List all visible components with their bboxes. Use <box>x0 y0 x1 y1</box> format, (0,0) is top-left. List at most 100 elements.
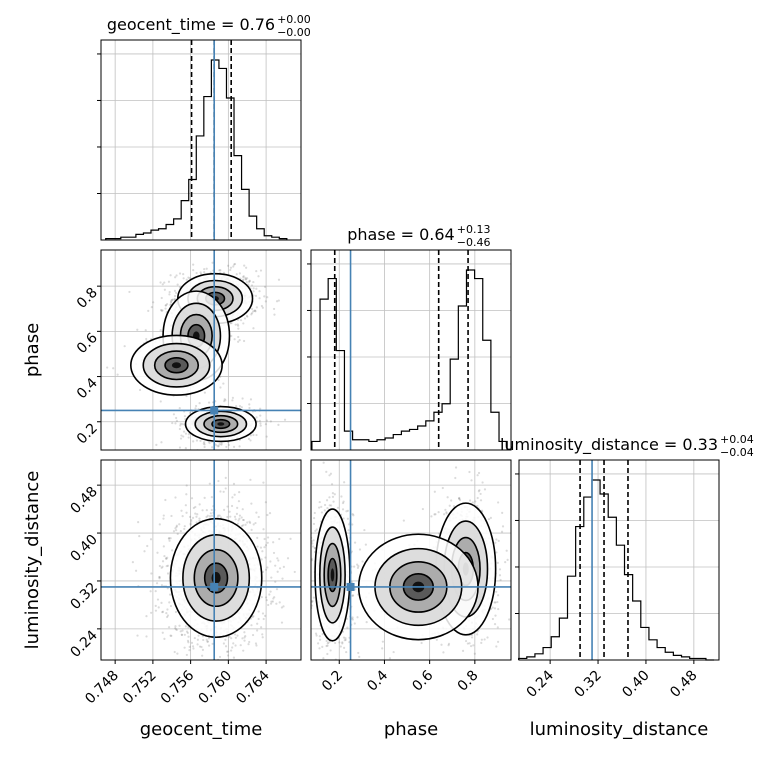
sample-point <box>147 309 150 312</box>
sample-point <box>478 489 481 492</box>
sample-point <box>333 493 336 496</box>
sample-point <box>274 564 277 567</box>
sample-point <box>165 303 169 306</box>
sample-point <box>477 661 479 663</box>
sample-point <box>238 405 242 408</box>
sample-point <box>497 539 500 542</box>
sample-point <box>305 620 307 622</box>
sample-point <box>252 433 255 437</box>
sample-point <box>318 500 321 504</box>
sample-point <box>462 453 464 455</box>
sample-point <box>207 401 211 404</box>
sample-point <box>262 528 265 531</box>
sample-point <box>304 604 306 606</box>
sample-point <box>236 506 239 509</box>
sample-point <box>150 572 153 575</box>
sample-point <box>203 496 206 499</box>
sample-point <box>443 663 445 665</box>
sample-point <box>187 276 190 279</box>
sample-point <box>520 555 522 557</box>
sample-point <box>266 296 269 299</box>
sample-point <box>237 335 240 339</box>
sample-point <box>208 482 211 485</box>
sample-point <box>250 313 253 316</box>
sample-point <box>244 276 247 279</box>
sample-point <box>185 394 188 398</box>
sample-point <box>256 536 259 539</box>
sample-point <box>275 588 279 591</box>
sample-point <box>186 639 190 642</box>
sample-point <box>231 646 234 649</box>
sample-point <box>480 641 483 644</box>
contour-line <box>142 342 211 388</box>
sample-point <box>206 514 209 517</box>
sample-point <box>256 545 259 548</box>
sample-point <box>242 339 246 343</box>
sample-point <box>318 647 321 650</box>
sample-point <box>414 670 416 672</box>
sample-point <box>237 324 240 327</box>
sample-point <box>234 323 237 326</box>
sample-point <box>252 280 255 284</box>
sample-point <box>477 471 481 475</box>
sample-point <box>311 542 314 545</box>
sample-point <box>480 638 483 641</box>
sample-point <box>497 501 500 504</box>
sample-point <box>183 527 186 531</box>
sample-point <box>495 551 498 554</box>
sample-point <box>174 496 177 499</box>
sample-point <box>261 612 265 615</box>
sample-point <box>265 419 269 422</box>
sample-point <box>194 666 196 668</box>
sample-point <box>276 570 279 573</box>
sample-point <box>134 569 138 572</box>
truth-marker <box>210 582 219 591</box>
sample-point <box>247 437 251 440</box>
sample-point <box>500 530 504 533</box>
sample-point <box>230 334 233 338</box>
sample-point <box>306 560 308 562</box>
sample-point <box>351 618 354 621</box>
sample-point <box>224 638 227 641</box>
sample-point <box>188 649 191 652</box>
sample-point <box>189 522 192 525</box>
sample-point <box>334 641 337 645</box>
sample-point <box>341 501 345 505</box>
sample-point <box>313 546 316 550</box>
sample-point <box>209 271 212 274</box>
sample-point <box>131 561 134 564</box>
sample-point <box>175 525 178 528</box>
sample-point <box>296 629 298 631</box>
sample-point <box>480 509 484 512</box>
sample-point <box>515 547 517 549</box>
sample-point <box>325 639 328 643</box>
sample-point <box>259 422 262 425</box>
sample-point <box>168 593 172 596</box>
sample-point <box>332 661 334 663</box>
sample-point <box>184 432 188 435</box>
sample-point <box>183 633 186 636</box>
sample-point <box>174 291 178 294</box>
sample-point <box>169 634 172 637</box>
sample-point <box>164 498 167 502</box>
sample-point <box>197 634 200 637</box>
sample-point <box>202 442 205 445</box>
sample-point <box>205 267 208 270</box>
sample-point <box>161 611 164 614</box>
sample-point <box>236 522 240 525</box>
panel-frame <box>100 459 302 661</box>
sample-point <box>166 615 169 619</box>
sample-point <box>185 278 188 281</box>
sample-point <box>341 642 344 645</box>
sample-point <box>264 544 268 547</box>
sample-point <box>447 642 451 645</box>
sample-point <box>351 513 354 516</box>
sample-point <box>326 644 329 647</box>
sample-point <box>192 506 195 510</box>
sample-point <box>161 610 165 613</box>
sample-point <box>174 627 177 630</box>
sample-point <box>240 524 244 528</box>
sample-point <box>499 578 502 582</box>
sample-point <box>255 416 258 419</box>
sample-point <box>342 517 345 520</box>
